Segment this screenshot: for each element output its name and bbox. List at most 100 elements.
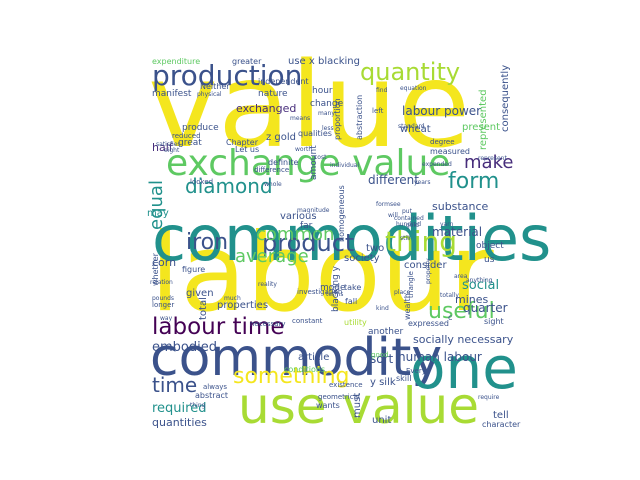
word-greater: greater <box>232 57 262 66</box>
word-human-labour: human labour <box>398 350 482 364</box>
word-embodied: embodied <box>152 340 217 355</box>
word-unit: unit <box>372 415 391 426</box>
word-equation: equation <box>400 85 427 92</box>
word-let-us: Let us <box>235 145 259 154</box>
word-use-value: use value <box>238 377 479 435</box>
word-anything: anything <box>466 277 493 284</box>
word-eight: eight <box>164 147 180 154</box>
word-social: social <box>462 278 499 293</box>
word-still: still <box>400 235 411 242</box>
word-less: less <box>322 125 334 132</box>
word-contained: contained <box>394 215 424 222</box>
word-will: will <box>388 212 398 219</box>
wordcloud-canvas <box>147 54 517 429</box>
word-labour-power: labour power <box>402 104 481 118</box>
word-see: see <box>390 201 401 208</box>
word-different: different <box>368 173 419 187</box>
word-figure: figure <box>182 265 205 274</box>
word-blacking-y: blacking y <box>331 265 341 312</box>
word-whole: whole <box>264 181 282 188</box>
word-pounds: pounds <box>152 295 174 302</box>
word-us: us <box>484 255 495 265</box>
word-mines: mines <box>455 293 489 306</box>
word-place: place <box>394 289 410 296</box>
word-half: half <box>152 141 174 154</box>
word-longer: longer <box>152 301 174 309</box>
word-take: take <box>344 283 361 292</box>
word-expenditure: expenditure <box>152 57 200 66</box>
word-standard: standard <box>398 123 425 130</box>
word-society: society <box>344 253 380 264</box>
word-represented: represented <box>478 89 489 150</box>
word-z-gold: z gold <box>266 132 296 143</box>
word-qualities: qualities <box>298 129 332 138</box>
word-expressed: expressed <box>408 319 449 328</box>
word-tell: tell <box>493 410 509 421</box>
word-means: means <box>290 115 310 122</box>
word-constant: constant <box>292 317 323 325</box>
word-wheat: wheat <box>400 124 431 135</box>
word-every: Every <box>406 367 426 375</box>
word-exchanged: exchanged <box>236 102 296 115</box>
word-commodities: commodities <box>152 202 551 275</box>
word-amount: amount <box>309 145 319 180</box>
word-property: property <box>425 258 432 284</box>
word-time: time <box>152 373 197 397</box>
word-iron: iron <box>186 230 228 255</box>
word-nature: nature <box>258 89 288 99</box>
word-mode: mode <box>320 283 346 293</box>
word-produce: produce <box>182 123 219 133</box>
word-corn: corn <box>152 256 176 269</box>
word-labour-time: labour time <box>152 314 284 340</box>
word-looked: looked <box>190 178 213 186</box>
word-wealth: wealth <box>403 293 412 320</box>
word-change: change <box>310 99 344 109</box>
word-much: much <box>224 295 241 302</box>
word-individual: individual <box>330 162 359 169</box>
word-homogeneous: homogeneous <box>337 185 346 242</box>
word-independent: independent <box>258 77 309 86</box>
word-conditions: conditions <box>284 365 325 374</box>
word-great: great <box>178 138 202 148</box>
word-investigation: investigation <box>297 288 342 296</box>
word-always: always <box>203 383 227 391</box>
word-neither: Neither <box>200 82 230 91</box>
word-worth: worth <box>295 146 312 153</box>
word-area: area <box>454 273 468 280</box>
word-put: put <box>402 208 413 215</box>
word-substance: substance <box>432 200 488 213</box>
word-common: common <box>256 224 334 245</box>
word-form-small: form <box>376 201 390 208</box>
word-necessary: necessary <box>250 320 286 328</box>
word-existence: existence <box>329 381 363 389</box>
word-diamond: diamond <box>185 174 273 198</box>
word-thing-small: thing <box>190 402 206 409</box>
word-terms: terms <box>326 291 343 298</box>
word-properties: properties <box>217 300 268 311</box>
word-abstraction: abstraction <box>355 95 364 140</box>
word-quantities: quantities <box>152 416 207 429</box>
word-cost: cost <box>314 154 327 161</box>
word-skill: skill <box>396 374 411 383</box>
word-y-silk: y silk <box>370 377 396 388</box>
word-given: given <box>186 288 214 299</box>
word-hour: hour <box>312 86 333 96</box>
word-geometrical: geometrical <box>318 393 360 401</box>
word-something: something <box>233 364 349 389</box>
word-abstract: abstract <box>195 391 228 400</box>
word-magnitude: magnitude <box>297 207 330 214</box>
word-consequently: consequently <box>500 65 511 132</box>
word-fall: fall <box>345 297 357 306</box>
word-measured: measured <box>430 147 470 156</box>
word-thing: thing <box>385 225 457 258</box>
word-degree: degree <box>430 138 455 146</box>
word-socially-necessary: socially necessary <box>413 333 514 346</box>
word-required: required <box>152 401 206 416</box>
word-satisfies: satisfies <box>156 141 181 148</box>
word-kind: kind <box>376 305 389 312</box>
word-exchange-value: exchange value <box>166 143 450 184</box>
word-expended: expended <box>422 161 452 168</box>
word-character: character <box>482 420 521 429</box>
word-physical: physical <box>197 91 222 98</box>
word-require: require <box>478 394 500 401</box>
